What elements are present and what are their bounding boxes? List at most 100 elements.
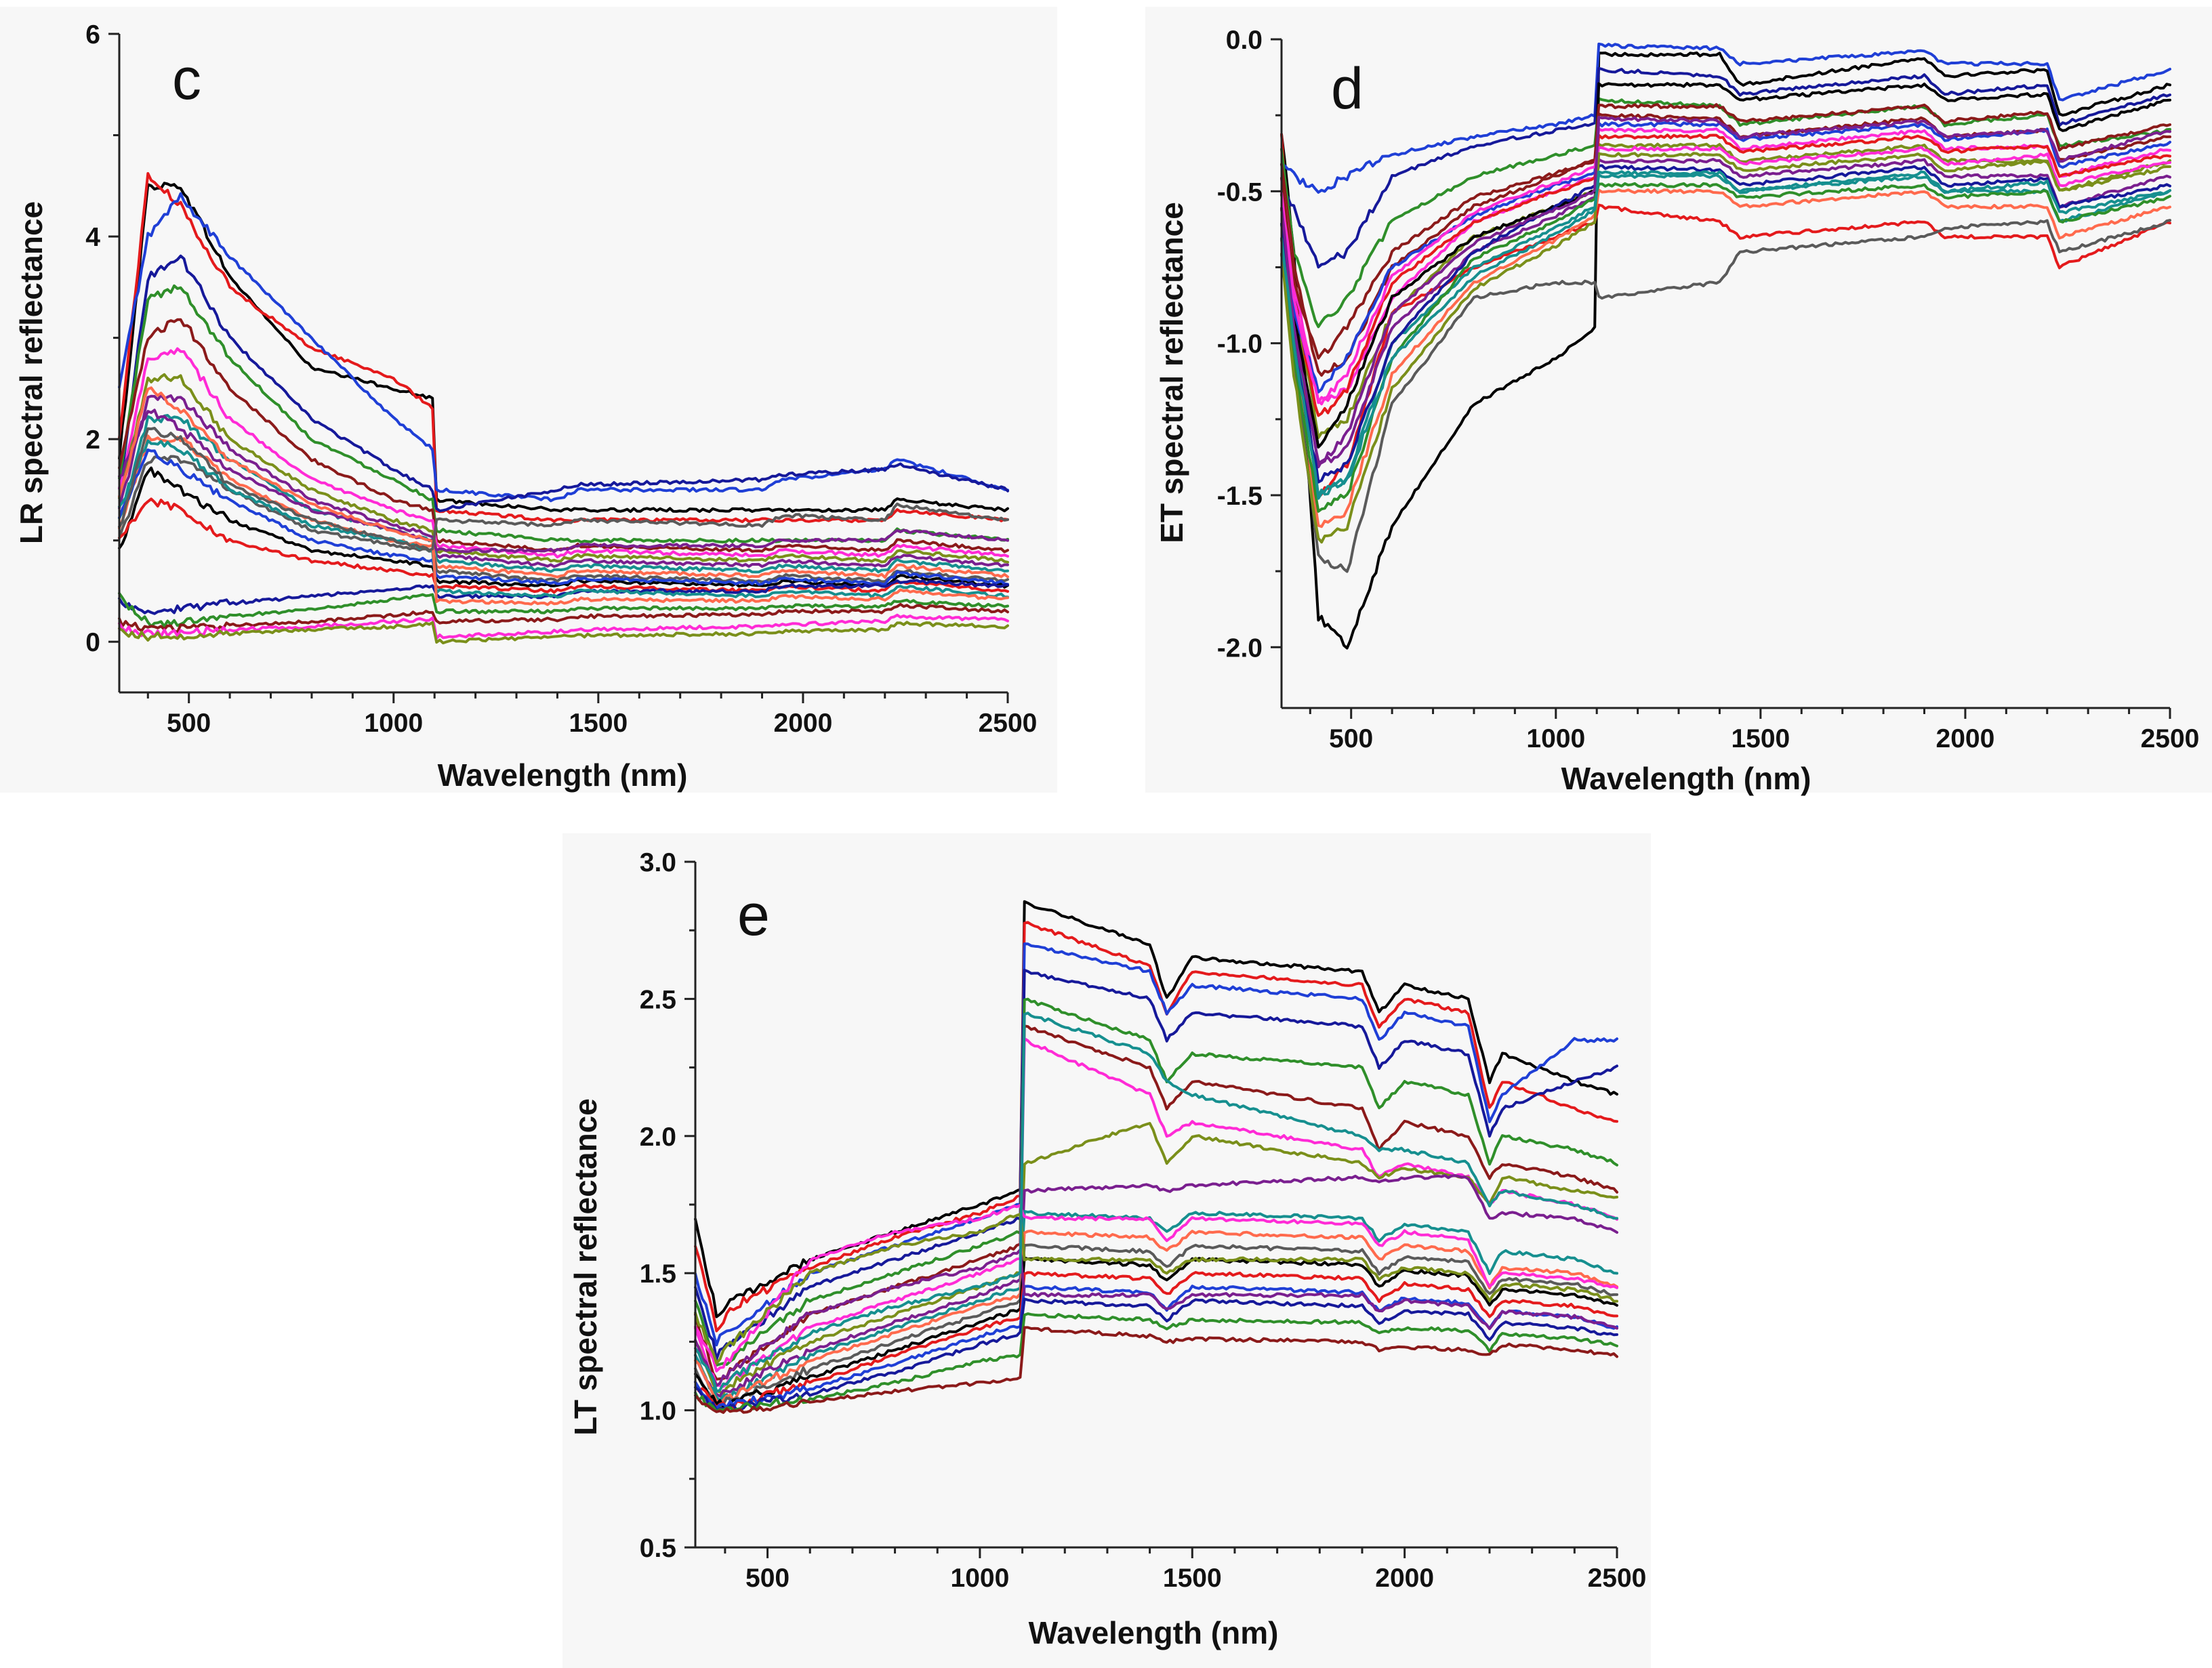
- panel-d-xlabel: Wavelength (nm): [1561, 761, 1811, 796]
- panel-e-ytick-label: 1.0: [640, 1397, 676, 1426]
- panel-d-ylabel: ET spectral reflectance: [1154, 202, 1189, 543]
- panel-d-series-s18: [1280, 103, 2171, 360]
- panel-c-xtick-label: 2000: [774, 709, 833, 738]
- panel-d-series-s9: [1280, 158, 2171, 469]
- panel-e-ylabel: LT spectral reflectance: [568, 1098, 603, 1436]
- chart-panel-d: 500 1000 1500 2000 2500 0.0 -0.5 -1.0 -1.5 -2.0 d…: [1145, 7, 2212, 796]
- panel-c-ytick-label: 0: [85, 628, 100, 657]
- panel-c-series-s23: [118, 386, 1009, 606]
- panel-c-series-s17: [118, 591, 1009, 628]
- panel-e-series-s10: [694, 1209, 1618, 1402]
- panel-e-xtick-label: 2500: [1588, 1564, 1647, 1593]
- panel-e-series-s22: [694, 1012, 1618, 1393]
- panel-d-series-s21: [1280, 116, 2171, 465]
- panel-e-ytick-label: 3.0: [640, 848, 676, 877]
- chart-panel-c: 500 1000 1500 2000 2500 0 2 4 6 c Wavelength (nm…: [0, 7, 1057, 793]
- panel-e-series-s4: [694, 968, 1618, 1361]
- panel-d-series-s10: [1280, 173, 2171, 498]
- panel-c-xtick-label: 1500: [569, 709, 628, 738]
- panel-e-axes: 500 1000 1500 2000 2500 0.5 1.0 1.5 2.0 2.5 3.0: [640, 848, 1647, 1593]
- panel-e-ytick-label: 1.5: [640, 1259, 676, 1289]
- panel-c-series-s24: [118, 427, 1009, 551]
- panel-e-ytick-label: 2.5: [640, 985, 676, 1014]
- panel-e-xtick-label: 500: [745, 1564, 790, 1593]
- panel-c-series-s20: [118, 621, 1009, 645]
- panel-d-ytick-label: -2.0: [1217, 633, 1263, 663]
- panel-e-series-s14: [694, 1271, 1618, 1410]
- panel-c-series-s15: [118, 449, 1009, 586]
- panel-c-series-s12: [118, 455, 1009, 584]
- panel-c-ylabel: LR spectral reflectance: [14, 201, 49, 544]
- panel-c-series-s2: [118, 172, 1009, 524]
- panel-c-series-s21: [118, 409, 1009, 554]
- panel-d-series-s11: [1280, 188, 2171, 528]
- panel-d-ytick-label: -1.0: [1217, 330, 1263, 359]
- panel-c-series-s5: [118, 284, 1009, 544]
- panel-e-series-s5: [694, 997, 1618, 1367]
- panel-c-ytick-label: 2: [85, 425, 100, 455]
- panel-d-series-s12: [1280, 219, 2171, 573]
- panel-e-series-s17: [694, 1312, 1618, 1413]
- panel-d-xtick-label: 1500: [1731, 724, 1790, 753]
- panel-e-xtick-label: 1000: [951, 1564, 1010, 1593]
- panel-e-xlabel: Wavelength (nm): [1029, 1615, 1279, 1650]
- panel-e-series-s21: [694, 1248, 1618, 1388]
- panel-e-series-s12: [694, 1243, 1618, 1409]
- panel-c-series-s14: [118, 497, 1009, 594]
- panel-e-series-s7: [694, 1037, 1618, 1388]
- panel-c-letter: c: [172, 47, 201, 112]
- panel-e-series-s19: [694, 1203, 1618, 1373]
- panel-c-xlabel: Wavelength (nm): [438, 757, 688, 793]
- panel-e-ytick-label: 0.5: [640, 1534, 676, 1563]
- panel-c-series-s16: [118, 579, 1009, 615]
- panel-d-series-s19: [1280, 146, 2171, 404]
- panel-d-series-s22: [1280, 170, 2171, 500]
- panel-e-series-s2: [694, 921, 1618, 1333]
- panel-c-xtick-label: 500: [167, 709, 211, 738]
- panel-e-ytick-label: 2.0: [640, 1123, 676, 1152]
- panel-d-series-s3: [1280, 42, 2171, 194]
- panel-c-series-group: [118, 172, 1009, 645]
- panel-d-axes: 500 1000 1500 2000 2500 0.0 -0.5 -1.0 -1.5 -2.0: [1217, 26, 2200, 753]
- panel-e-xtick-label: 1500: [1163, 1564, 1222, 1593]
- panel-d-series-s16: [1280, 164, 2171, 484]
- panel-e-series-s9: [694, 1174, 1618, 1398]
- panel-d-xtick-label: 500: [1329, 724, 1373, 753]
- panel-c-series-s9: [118, 394, 1009, 568]
- panel-d-series-s8: [1280, 142, 2171, 440]
- panel-d-series-group: [1280, 42, 2171, 650]
- panel-c-xtick-label: 1000: [364, 709, 423, 738]
- panel-c-series-s7: [118, 347, 1009, 559]
- panel-c-series-s19: [118, 613, 1009, 640]
- panel-c-series-s1: [118, 182, 1009, 514]
- panel-e-letter: e: [737, 883, 770, 948]
- panel-e-series-s11: [694, 1229, 1618, 1405]
- panel-d-xtick-label: 1000: [1526, 724, 1585, 753]
- panel-d-series-s13: [1280, 81, 2171, 449]
- panel-d-xtick-label: 2500: [2141, 724, 2200, 753]
- panel-d-ytick-label: -1.5: [1217, 482, 1263, 511]
- panel-e-xtick-label: 2000: [1375, 1564, 1434, 1593]
- panel-e-series-s18: [694, 1326, 1618, 1414]
- panel-c-axes: 500 1000 1500 2000 2500 0 2 4 6: [85, 20, 1037, 738]
- panel-d-ytick-label: 0.0: [1226, 26, 1263, 55]
- panel-d-series-s7: [1280, 127, 2171, 406]
- panel-c-series-s8: [118, 373, 1009, 564]
- panel-c-series-s18: [118, 602, 1009, 633]
- panel-c-xtick-label: 2500: [979, 709, 1038, 738]
- panel-c-series-s22: [118, 439, 1009, 599]
- panel-d-series-s4: [1280, 66, 2171, 269]
- panel-d-series-s20: [1280, 152, 2171, 544]
- panel-d-series-s1: [1280, 51, 2171, 650]
- panel-c-ytick-label: 6: [85, 20, 100, 49]
- panel-e-series-group: [694, 900, 1618, 1414]
- panel-e-series-s20: [694, 1213, 1618, 1365]
- panel-d-ytick-label: -0.5: [1217, 178, 1263, 207]
- panel-e-series-s16: [694, 1297, 1618, 1413]
- panel-d-xtick-label: 2000: [1936, 724, 1995, 753]
- panel-e-background: [562, 833, 1651, 1668]
- panel-d-letter: d: [1331, 56, 1364, 121]
- panel-c-series-s4: [118, 254, 1009, 513]
